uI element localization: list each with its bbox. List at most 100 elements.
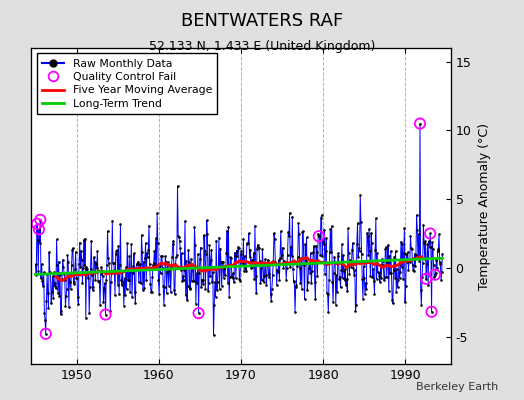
Point bbox=[215, 234, 223, 241]
Point bbox=[312, 242, 320, 249]
Point bbox=[77, 247, 85, 254]
Point bbox=[346, 260, 355, 267]
Point bbox=[282, 276, 290, 283]
Point bbox=[191, 242, 199, 248]
Point bbox=[54, 290, 62, 297]
Point bbox=[137, 232, 146, 238]
Point bbox=[373, 276, 381, 282]
Point bbox=[428, 308, 436, 315]
Point bbox=[360, 275, 368, 281]
Point bbox=[259, 261, 267, 267]
Point bbox=[66, 272, 74, 278]
Point bbox=[363, 230, 371, 236]
Point bbox=[173, 183, 182, 189]
Point bbox=[55, 293, 63, 299]
Point bbox=[259, 279, 268, 285]
Point bbox=[172, 252, 181, 258]
Point bbox=[252, 273, 260, 280]
Point bbox=[392, 266, 401, 272]
Point bbox=[350, 272, 358, 278]
Point bbox=[412, 252, 420, 258]
Point bbox=[226, 274, 234, 280]
Point bbox=[49, 295, 58, 302]
Point bbox=[180, 266, 189, 273]
Point bbox=[78, 256, 86, 263]
Point bbox=[302, 234, 311, 240]
Point bbox=[88, 272, 96, 278]
Point bbox=[182, 258, 191, 264]
Point bbox=[270, 230, 278, 236]
Point bbox=[403, 249, 412, 256]
Point bbox=[430, 274, 439, 280]
Point bbox=[435, 259, 444, 266]
Point bbox=[219, 258, 227, 265]
Point bbox=[116, 221, 125, 228]
Point bbox=[144, 247, 152, 253]
Point bbox=[345, 270, 354, 277]
Point bbox=[220, 265, 228, 271]
Point bbox=[356, 192, 364, 198]
Point bbox=[169, 238, 178, 244]
Point bbox=[122, 264, 130, 270]
Point bbox=[96, 271, 105, 277]
Point bbox=[53, 262, 61, 269]
Point bbox=[82, 264, 91, 270]
Point bbox=[290, 278, 299, 284]
Point bbox=[221, 272, 230, 278]
Point bbox=[244, 240, 253, 247]
Point bbox=[46, 270, 54, 276]
Point bbox=[398, 264, 406, 270]
Point bbox=[42, 298, 51, 304]
Point bbox=[57, 308, 66, 314]
Point bbox=[35, 226, 43, 232]
Point bbox=[274, 269, 282, 275]
Point bbox=[380, 277, 388, 283]
Point bbox=[121, 292, 129, 298]
Point bbox=[211, 293, 220, 300]
Point bbox=[176, 238, 184, 244]
Text: Berkeley Earth: Berkeley Earth bbox=[416, 382, 498, 392]
Point bbox=[388, 297, 396, 304]
Point bbox=[74, 300, 83, 307]
Point bbox=[94, 278, 102, 284]
Point bbox=[241, 253, 249, 259]
Point bbox=[357, 251, 366, 257]
Point bbox=[387, 270, 396, 277]
Point bbox=[145, 223, 153, 229]
Point bbox=[307, 279, 315, 286]
Point bbox=[102, 277, 111, 283]
Point bbox=[39, 282, 47, 289]
Point bbox=[187, 256, 195, 262]
Point bbox=[235, 276, 244, 282]
Point bbox=[73, 275, 81, 281]
Point bbox=[330, 254, 339, 260]
Point bbox=[188, 264, 196, 270]
Point bbox=[293, 254, 302, 260]
Point bbox=[426, 230, 434, 237]
Point bbox=[362, 280, 370, 286]
Point bbox=[422, 261, 431, 267]
Point bbox=[253, 245, 261, 252]
Point bbox=[289, 279, 298, 286]
Point bbox=[194, 310, 203, 316]
Point bbox=[54, 258, 63, 265]
Point bbox=[62, 293, 70, 300]
Point bbox=[84, 275, 92, 281]
Point bbox=[302, 258, 310, 264]
Point bbox=[209, 269, 217, 275]
Point bbox=[401, 299, 409, 306]
Point bbox=[169, 240, 177, 247]
Text: BENTWATERS RAF: BENTWATERS RAF bbox=[181, 12, 343, 30]
Point bbox=[396, 269, 405, 275]
Point bbox=[117, 282, 126, 288]
Point bbox=[413, 227, 421, 233]
Point bbox=[426, 230, 434, 237]
Point bbox=[156, 270, 165, 276]
Point bbox=[304, 265, 313, 271]
Point bbox=[110, 260, 118, 266]
Point bbox=[61, 277, 69, 283]
Point bbox=[380, 274, 389, 280]
Point bbox=[89, 286, 97, 293]
Point bbox=[141, 240, 150, 246]
Point bbox=[421, 238, 430, 245]
